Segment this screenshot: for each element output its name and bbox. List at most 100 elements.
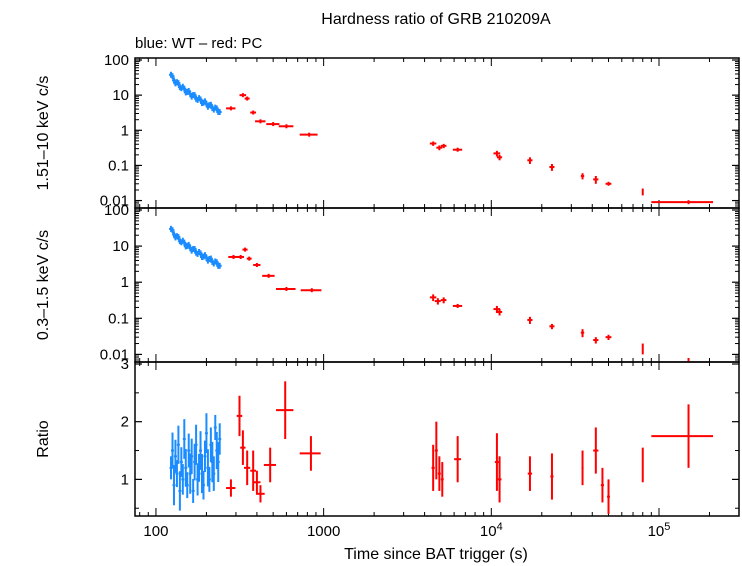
hard-band-panel: 1.51–10 keV c/s 100 10 1 0.1 0.01 (35, 52, 740, 210)
hard-pc-point (549, 163, 555, 171)
hard-pc-point (452, 147, 463, 152)
soft-pc-point (549, 323, 555, 330)
hard-wt-point (171, 77, 176, 84)
hard-pc-point (255, 119, 266, 124)
hard-pc-point (605, 181, 612, 186)
ratio-pc-point (276, 381, 294, 439)
hard-pc-point (266, 122, 280, 127)
ratio-pc-point (240, 430, 246, 465)
ratio-pc-point (600, 467, 605, 503)
ratio-frame (134, 361, 740, 517)
x-tick-label: 105 (648, 521, 671, 540)
hard-pc-point (436, 145, 443, 151)
hard-pc-point (493, 150, 501, 157)
hard-wt-point (176, 80, 181, 87)
ratio-pc-point (440, 462, 444, 497)
soft-pc-point (496, 309, 503, 316)
soft-pc-point (262, 273, 275, 278)
hard-wt-point (198, 96, 203, 103)
soft-y-tick-label: 10 (112, 238, 129, 255)
hard-wt-point (182, 85, 187, 92)
hard-pc-point (496, 154, 503, 161)
hard-pc-point (226, 106, 236, 111)
ratio-wt-point (213, 414, 217, 440)
hard-pc-point (527, 157, 533, 164)
soft-pc-point (242, 247, 248, 252)
soft-pc-point (253, 262, 261, 267)
ratio-wt-point (181, 464, 185, 495)
hard-wt-point (192, 92, 197, 99)
ratio-wt-point (190, 438, 194, 474)
ratio-wt-point (212, 456, 216, 491)
soft-pc-point (440, 297, 447, 304)
ratio-pc-point (226, 479, 236, 497)
ratio-wt-point (204, 413, 208, 454)
ratio-wt-point (218, 423, 222, 455)
x-axis-label: Time since BAT trigger (s) (344, 546, 528, 563)
ratio-y-tick-label: 3 (121, 356, 129, 373)
hard-wt-point (208, 101, 213, 108)
soft-pc-point (429, 294, 437, 302)
hard-pc-point (429, 141, 437, 146)
hard-wt-point (170, 73, 175, 80)
soft-wt-point (176, 234, 181, 241)
soft-pc-point (246, 256, 252, 261)
ratio-wt-point (179, 447, 183, 477)
ratio-pc-point (593, 427, 599, 474)
ratio-wt-point (185, 472, 189, 499)
hard-wt-point (214, 105, 219, 112)
soft-y-tick-label: 1 (121, 274, 129, 291)
ratio-wt-point (201, 470, 205, 500)
soft-band-panel: 0.3–1.5 keV c/s 100 10 1 0.1 0.01 (35, 202, 740, 363)
soft-wt-point (217, 262, 222, 269)
ratio-wt-point (207, 466, 211, 492)
ratio-pc-point (527, 456, 533, 491)
ratio-wt-point (199, 431, 203, 470)
ratio-pc-point (236, 395, 243, 437)
hard-frame (134, 57, 740, 209)
ratio-pc-point (243, 450, 251, 486)
ratio-pc-point (431, 444, 435, 491)
ratio-pc-point (255, 485, 265, 503)
ratio-wt-point (191, 478, 195, 503)
soft-pc-point (237, 254, 244, 259)
ratio-wt-point (182, 419, 186, 459)
hard-pc-point (580, 173, 585, 180)
soft-pc-point (300, 288, 322, 293)
ratio-wt-point (172, 465, 176, 506)
x-tick-label: 1000 (307, 523, 340, 540)
ratio-wt-point (173, 439, 177, 473)
soft-wt-point (171, 231, 176, 238)
ratio-panel: Ratio 3 2 1 100 1000 104 105 (35, 356, 740, 540)
ratio-wt-point (178, 471, 182, 511)
ratio-wt-point (171, 432, 175, 469)
ratio-pc-point (651, 404, 714, 468)
ratio-wt-point (184, 448, 188, 487)
hard-pc-point (593, 175, 599, 184)
soft-pc-point (605, 334, 612, 341)
ratio-y-tick-label: 1 (121, 471, 129, 488)
soft-y-axis-label: 0.3–1.5 keV c/s (35, 230, 52, 340)
soft-wt-point (208, 255, 213, 262)
ratio-y-axis-label: Ratio (35, 420, 52, 457)
ratio-pc-point (253, 470, 261, 494)
ratio-wt-point (176, 425, 180, 464)
soft-wt-point (186, 241, 191, 248)
hard-pc-point (250, 110, 256, 115)
soft-pc-point (580, 329, 585, 338)
hard-pc-point (278, 124, 294, 129)
soft-pc-point (593, 337, 599, 344)
ratio-y-tick-label: 2 (121, 414, 129, 431)
soft-frame (134, 207, 740, 363)
ratio-pc-point (497, 456, 502, 503)
soft-pc-point (452, 303, 463, 308)
ratio-wt-point (203, 440, 207, 473)
soft-pc-point (527, 316, 533, 324)
hard-y-tick-label: 0.01 (100, 193, 129, 210)
soft-wt-point (198, 250, 203, 257)
soft-y-tick-label: 0.1 (108, 310, 129, 327)
hard-pc-point (299, 132, 318, 137)
ratio-wt-point (175, 460, 179, 488)
ratio-pc-point (434, 421, 438, 480)
